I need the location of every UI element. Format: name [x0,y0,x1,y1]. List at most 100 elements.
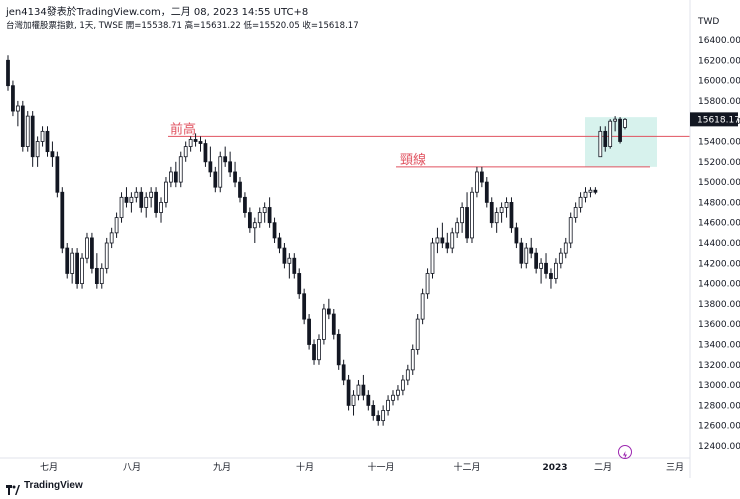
candle-body [134,191,139,198]
candle-body [618,118,622,142]
candle-body [460,207,464,224]
candle-body [238,181,242,198]
candle-body [623,118,627,128]
candle-body [129,196,134,203]
candle-body [228,161,233,173]
candle-body [425,273,430,295]
candle-body [331,313,336,335]
candle-body [282,247,287,264]
candle-body [287,257,292,264]
candle-body [440,237,445,244]
candle-body [465,207,469,239]
candle-body [65,247,70,274]
candle-body [30,115,35,158]
candle-body [450,232,455,249]
y-tick-label: 12800.00 [698,401,740,411]
candle-body [573,207,578,219]
candle-body [366,394,371,406]
candle-body [435,237,440,244]
candle-body [144,196,149,208]
candle-body [346,379,351,406]
x-tick-label: 二月 [594,462,612,473]
candle-body [336,333,341,366]
candle-body [396,389,400,396]
candle-body [475,171,479,193]
candle-body [149,191,154,198]
candle-body [124,196,129,203]
candle-body [317,339,321,361]
candle-body [154,191,158,213]
candle-body [563,242,568,254]
candle-body [519,242,524,264]
y-tick-label: 13200.00 [698,361,740,371]
candle-body [45,130,50,153]
candle-body [243,196,247,213]
candle-body [262,207,267,213]
candle-body [208,161,213,173]
candle-body [598,130,603,158]
candle-body [193,139,198,142]
candle-body [514,227,519,244]
y-tick-label: 15400.00 [698,138,740,148]
candle-body [164,181,168,203]
candle-body [307,318,311,345]
candle-body [218,156,223,188]
candle-body [188,139,193,147]
y-tick-label: 16400.00 [698,36,740,46]
candle-body [302,293,307,320]
y-tick-label: 15800.00 [698,97,740,107]
alert-bolt-icon[interactable] [618,445,632,459]
candle-body [430,242,435,274]
candle-body [139,191,144,208]
candle-body [114,217,119,234]
y-tick-label: 14800.00 [698,198,740,208]
candle-body [15,105,20,112]
candle-body [405,369,410,381]
candle-body [173,171,178,183]
candle-body [94,267,99,285]
candle-body [90,237,94,269]
last-price-label: 15618.17 [697,115,740,125]
annotation-label: 前高 [170,121,196,137]
x-tick-label: 2023 [542,463,567,473]
candle-body [25,115,30,147]
y-tick-label: 13400.00 [698,341,740,351]
candle-body [583,191,588,198]
candle-body [351,394,356,406]
candle-body [20,105,25,147]
candle-body [6,59,10,87]
symbol-info-line: 台灣加權股票指數, 1天, TWSE 開=15538.71 高=15631.22… [6,21,359,31]
candle-body [341,364,346,381]
candle-body [297,273,302,295]
candle-body [35,141,40,158]
y-tick-label: 14000.00 [698,280,740,290]
candle-body [391,394,395,401]
candle-body [322,308,326,340]
candle-body [539,262,543,269]
candle-body [198,141,203,144]
candle-body [524,247,529,264]
candle-body [381,410,386,422]
y-tick-label: 13600.00 [698,320,740,330]
candle-body [534,252,539,269]
candle-body [410,349,415,371]
candle-body [326,308,331,315]
candle-body [85,237,89,259]
y-tick-label: 12600.00 [698,422,740,432]
candle-body [499,207,504,213]
x-tick-label: 九月 [213,462,231,473]
x-tick-label: 三月 [666,462,684,473]
y-tick-label: 15000.00 [698,178,740,188]
candle-body [50,151,55,158]
tradingview-brand-text: TradingView [24,479,83,491]
candle-body [312,344,316,361]
y-tick-label: 14600.00 [698,219,740,229]
candle-body [75,252,79,284]
x-tick-label: 十一月 [367,461,394,473]
candle-body [80,257,84,285]
candle-body [494,212,499,224]
currency-label: TWD [697,17,719,27]
candle-body [549,273,553,279]
